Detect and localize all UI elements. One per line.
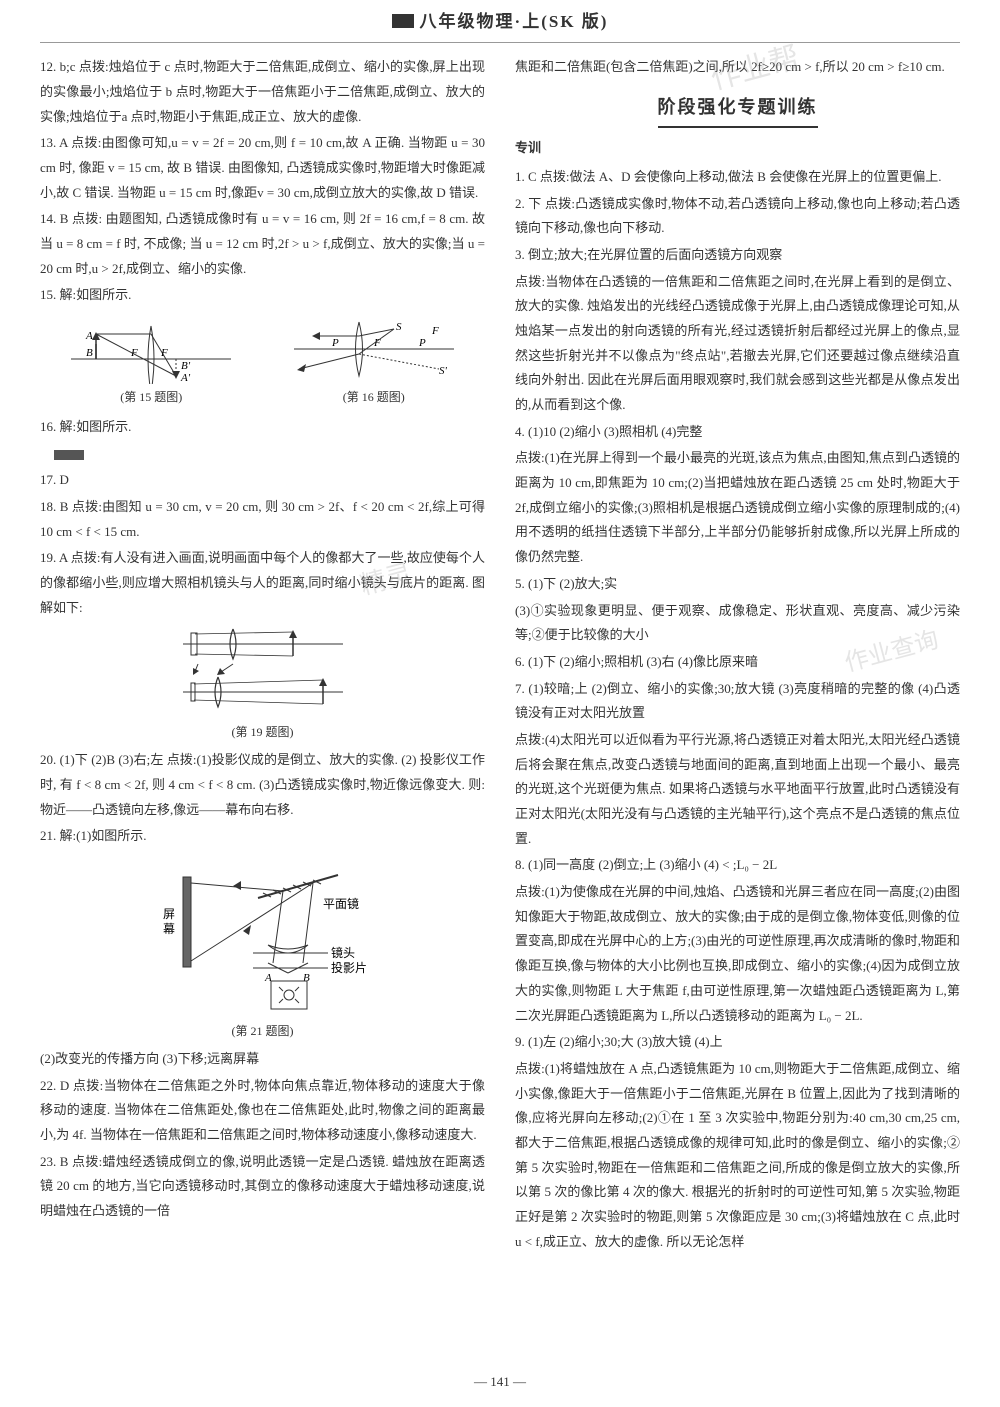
svg-text:P: P	[331, 337, 339, 349]
rq3b: 点拨:当物体在凸透镜的一倍焦距和二倍焦距之间时,在光屏上看到的是倒立、放大的实像…	[515, 270, 960, 418]
rq7a: 7. (1)较暗;上 (2)倒立、缩小的实像;30;放大镜 (3)亮度稍暗的完整…	[515, 677, 960, 726]
page-number: — 141 —	[474, 1374, 526, 1389]
rq7b: 点拨:(4)太阳光可以近似看为平行光源,将凸透镜正对着太阳光,太阳光经凸透镜后将…	[515, 728, 960, 851]
diagram-15-16: A B B' A' F F (第 15 题图)	[40, 314, 485, 409]
svg-text:P: P	[418, 337, 426, 349]
rq8b: 点拨:(1)为使像成在光屏的中间,烛焰、凸透镜和光屏三者应在同一高度;(2)由图…	[515, 880, 960, 1028]
page-header: 八年级物理·上(SK 版)	[40, 0, 960, 43]
rq5b: (3)①实验现象更明显、便于观察、成像稳定、形状直观、亮度高、减少污染等;②便于…	[515, 599, 960, 648]
svg-text:镜头: 镜头	[331, 945, 355, 960]
caption-19: (第 19 题图)	[163, 721, 363, 744]
rq4b: 点拨:(1)在光屏上得到一个最小最亮的光斑,该点为焦点,由图知,焦点到凸透镜的距…	[515, 446, 960, 569]
caption-21: (第 21 题图)	[153, 1020, 373, 1043]
diagram-15: A B B' A' F F (第 15 题图)	[61, 314, 241, 409]
q17: 17. D	[40, 468, 485, 493]
label-screen: 屏	[163, 907, 175, 921]
rq5a: 5. (1)下 (2)放大;实	[515, 572, 960, 597]
diagram-16: P F P S S' F (第 16 题图)	[284, 314, 464, 409]
q21a: 21. 解:(1)如图所示.	[40, 824, 485, 849]
right-column: 焦距和二倍焦距(包含二倍焦距)之间,所以 2f≥20 cm > f,所以 20 …	[515, 55, 960, 1256]
svg-text:B': B'	[181, 360, 191, 372]
rq8a: 8. (1)同一高度 (2)倒立;上 (3)缩小 (4) < ;L₀ − 2L	[515, 853, 960, 878]
header-title: 八年级物理·上(SK 版)	[392, 6, 609, 38]
zhuanxun: 专训	[515, 136, 960, 161]
rq9a: 9. (1)左 (2)缩小;30;大 (3)放大镜 (4)上	[515, 1030, 960, 1055]
svg-text:S': S'	[439, 365, 448, 377]
svg-text:S: S	[396, 321, 402, 333]
q14: 14. B 点拨: 由题图知, 凸透镜成像时有 u = v = 16 cm, 则…	[40, 207, 485, 281]
q20: 20. (1)下 (2)B (3)右;左 点拨:(1)投影仪成的是倒立、放大的实…	[40, 748, 485, 822]
q15: 15. 解:如图所示.	[40, 283, 485, 308]
rq1: 1. C 点拨:做法 A、D 会使像向上移动,做法 B 会使像在光屏上的位置更偏…	[515, 165, 960, 190]
q22: 22. D 点拨:当物体在二倍焦距之外时,物体向焦点靠近,物体移动的速度大于像移…	[40, 1074, 485, 1148]
diagram-19: (第 19 题图)	[163, 624, 363, 744]
r-cont: 焦距和二倍焦距(包含二倍焦距)之间,所以 2f≥20 cm > f,所以 20 …	[515, 55, 960, 80]
svg-text:F: F	[160, 347, 168, 359]
rq6: 6. (1)下 (2)缩小;照相机 (3)右 (4)像比原来暗	[515, 650, 960, 675]
rq9b: 点拨:(1)将蜡烛放在 A 点,凸透镜焦距为 10 cm,则物距大于二倍焦距,成…	[515, 1057, 960, 1255]
q13: 13. A 点拨:由图像可知,u = v = 2f = 20 cm,则 f = …	[40, 131, 485, 205]
rq4a: 4. (1)10 (2)缩小 (3)照相机 (4)完整	[515, 420, 960, 445]
page-footer: — 141 —	[0, 1370, 1000, 1395]
svg-text:A': A'	[180, 372, 191, 384]
caption-15: (第 15 题图)	[61, 386, 241, 409]
section-title: 阶段强化专题训练	[515, 90, 960, 128]
bar-figure	[54, 442, 485, 467]
svg-text:B: B	[86, 347, 93, 359]
rq3a: 3. 倒立;放大;在光屏位置的后面向透镜方向观察	[515, 243, 960, 268]
svg-text:幕: 幕	[163, 922, 175, 936]
svg-text:平面镜: 平面镜	[323, 896, 359, 911]
q19: 19. A 点拨:有人没有进入画面,说明画面中每个人的像都大了一些,故应使每个人…	[40, 546, 485, 620]
rq2: 2. 下 点拨:凸透镜成实像时,物体不动,若凸透镜向上移动,像也向上移动;若凸透…	[515, 192, 960, 241]
q21b: (2)改变光的传播方向 (3)下移;远离屏幕	[40, 1047, 485, 1072]
svg-text:F: F	[431, 325, 439, 337]
q18: 18. B 点拨:由图知 u = 30 cm, v = 20 cm, 则 30 …	[40, 495, 485, 544]
left-column: 12. b;c 点拨:烛焰位于 c 点时,物距大于二倍焦距,成倒立、缩小的实像,…	[40, 55, 485, 1256]
caption-16: (第 16 题图)	[284, 386, 464, 409]
q23: 23. B 点拨:蜡烛经透镜成倒立的像,说明此透镜一定是凸透镜. 蜡烛放在距离透…	[40, 1150, 485, 1224]
svg-text:A: A	[85, 330, 93, 342]
q12: 12. b;c 点拨:烛焰位于 c 点时,物距大于二倍焦距,成倒立、缩小的实像,…	[40, 55, 485, 129]
page-body: 12. b;c 点拨:烛焰位于 c 点时,物距大于二倍焦距,成倒立、缩小的实像,…	[0, 43, 1000, 1256]
q16: 16. 解:如图所示.	[40, 415, 485, 440]
diagram-21: 屏 幕 平面镜 镜头	[153, 853, 373, 1043]
svg-text:F: F	[130, 347, 138, 359]
svg-text:投影片: 投影片	[331, 960, 367, 975]
